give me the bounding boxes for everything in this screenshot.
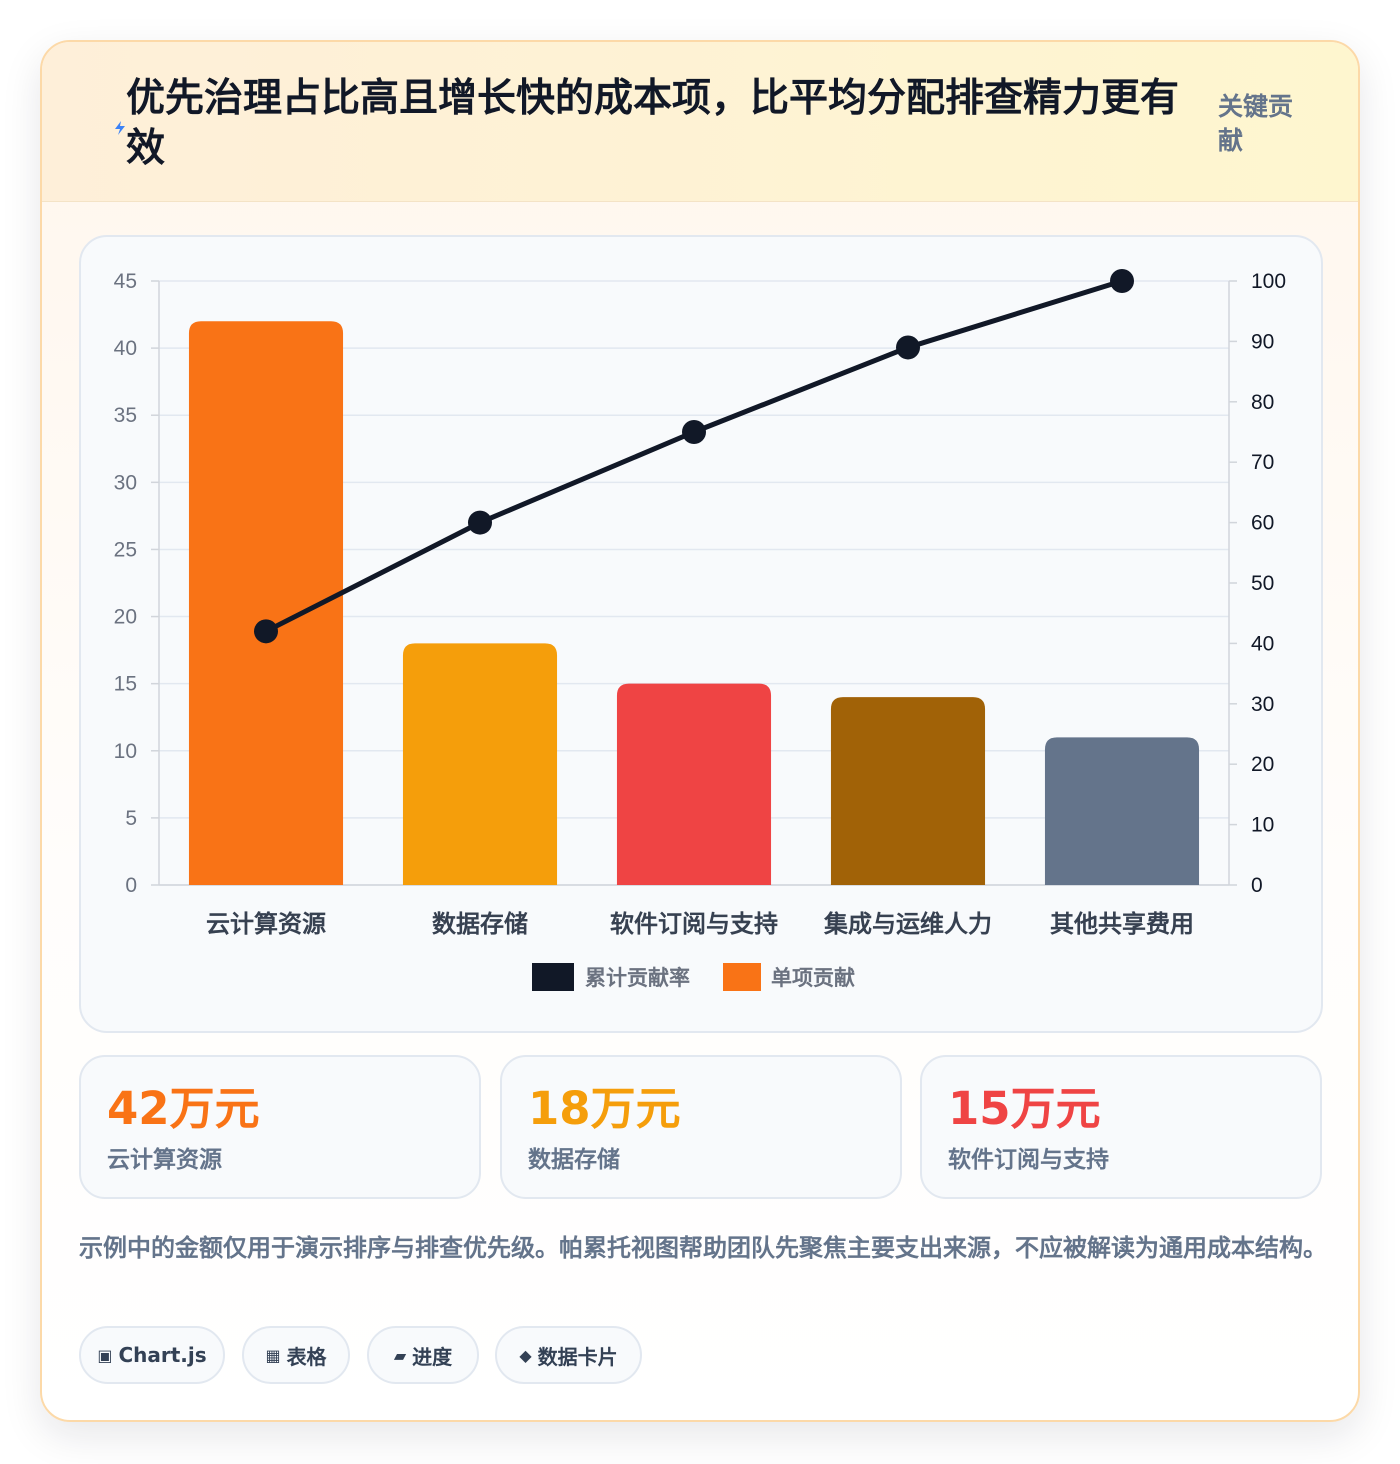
chart-icon: ▣: [97, 1345, 113, 1365]
stat-card-storage: 18万元 数据存储: [500, 1055, 902, 1199]
y-right-tick-label: 60: [1251, 512, 1274, 535]
y-left-tick-label: 35: [114, 404, 137, 427]
stat-label: 数据存储: [528, 1147, 620, 1173]
y-right-tick-label: 0: [1251, 874, 1263, 897]
bar-5: [1044, 737, 1200, 885]
card-icon: ◆: [519, 1345, 532, 1365]
stat-card-cloud: 42万元 云计算资源: [79, 1055, 481, 1199]
y-left-tick-label: 5: [125, 807, 137, 830]
card-tag: 关键贡献: [1218, 92, 1294, 155]
chip-label: 进度: [412, 1344, 453, 1369]
y-right-tick-label: 80: [1251, 391, 1274, 414]
stat-label: 软件订阅与支持: [948, 1147, 1109, 1173]
y-right-tick-label: 90: [1251, 330, 1274, 353]
bar-2: [402, 643, 558, 885]
bar-3: [616, 683, 772, 885]
y-left-tick-label: 25: [114, 538, 137, 561]
x-category-label: 软件订阅与支持: [610, 910, 778, 938]
legend-swatch-bars: [723, 963, 761, 991]
footnote: 示例中的金额仅用于演示排序与排查优先级。帕累托视图帮助团队先聚焦主要支出来源，不…: [79, 1234, 1327, 1262]
bar-1: [188, 321, 344, 885]
y-right-tick-label: 70: [1251, 451, 1274, 474]
y-left-tick-label: 40: [114, 337, 137, 360]
x-category-label: 云计算资源: [206, 910, 326, 938]
y-right-tick-label: 20: [1251, 753, 1274, 776]
card-title: 优先治理占比高且增长快的成本项，比平均分配排查精力更有效: [126, 76, 1180, 171]
y-left-tick-label: 30: [114, 471, 137, 494]
cumulative-point: [254, 619, 278, 644]
stat-value: 15万元: [948, 1082, 1101, 1135]
card-header: 优先治理占比高且增长快的成本项，比平均分配排查精力更有效 关键贡献: [42, 42, 1358, 202]
y-left-tick-label: 15: [114, 673, 137, 696]
legend-swatch-cumulative: [532, 963, 574, 991]
chart-panel: 0 5 10 15 20 25 30 35 40 45 0 10 20 30 40 50 60 70 80 90 100…: [79, 235, 1323, 1033]
pareto-chart: 0 5 10 15 20 25 30 35 40 45 0 10 20 30 40 50 60 70 80 90 100…: [114, 269, 1286, 991]
y-left-tick-label: 0: [125, 874, 137, 897]
y-right-tick-label: 40: [1251, 632, 1274, 655]
bar-4: [830, 697, 986, 885]
cumulative-point: [468, 510, 492, 535]
y-right-tick-label: 10: [1251, 814, 1274, 837]
chip-data-card[interactable]: ◆ 数据卡片: [495, 1326, 642, 1384]
table-icon: ▦: [265, 1345, 281, 1365]
insight-card: 优先治理占比高且增长快的成本项，比平均分配排查精力更有效 关键贡献 0 5 10 15…: [40, 40, 1360, 1422]
stat-card-software: 15万元 软件订阅与支持: [920, 1055, 1322, 1199]
y-right-tick-label: 100: [1251, 270, 1286, 293]
stat-label: 云计算资源: [107, 1147, 222, 1173]
x-category-label: 其他共享费用: [1050, 910, 1194, 938]
y-left-tick-label: 10: [114, 740, 137, 763]
y-right-tick-label: 50: [1251, 572, 1274, 595]
chip-label: 表格: [286, 1344, 327, 1369]
x-category-label: 数据存储: [432, 910, 528, 938]
chip-label: 数据卡片: [537, 1344, 618, 1369]
cumulative-point: [682, 420, 706, 444]
legend-label-cumulative: 累计贡献率: [585, 966, 690, 990]
chip-label: Chart.js: [118, 1343, 207, 1367]
stat-value: 42万元: [107, 1082, 260, 1135]
chip-progress[interactable]: ▰ 进度: [367, 1326, 479, 1384]
y-left-tick-label: 20: [114, 606, 137, 629]
legend-label-bars: 单项贡献: [771, 966, 855, 990]
x-category-label: 集成与运维人力: [823, 910, 992, 938]
y-right-tick-label: 30: [1251, 693, 1274, 716]
progress-icon: ▰: [393, 1345, 407, 1365]
chip-table[interactable]: ▦ 表格: [242, 1326, 350, 1384]
cumulative-point: [896, 335, 920, 360]
cumulative-point: [1110, 269, 1134, 293]
cumulative-line: [264, 278, 1123, 634]
y-left-tick-label: 45: [114, 270, 137, 293]
chip-chartjs[interactable]: ▣ Chart.js: [79, 1326, 225, 1384]
bolt-icon: [115, 121, 125, 135]
stat-value: 18万元: [528, 1082, 681, 1135]
